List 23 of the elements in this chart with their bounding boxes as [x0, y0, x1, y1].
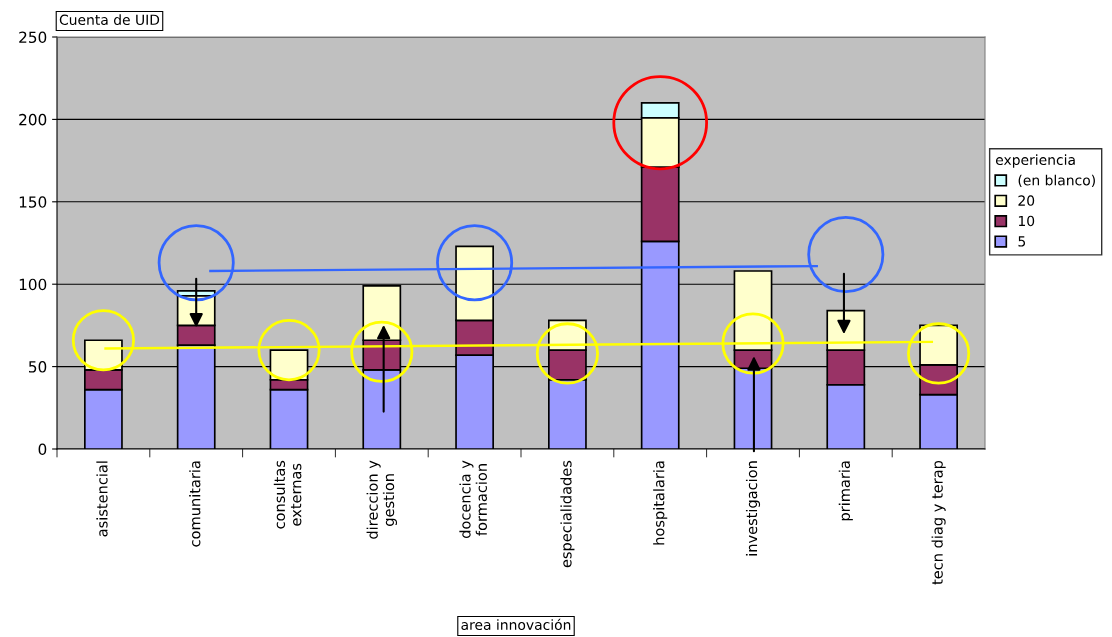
y-tick-label: 100: [19, 278, 47, 291]
y-axis-title: Cuenta de UID: [59, 14, 160, 26]
x-tick-label: hospitalaria: [653, 461, 668, 545]
y-tick-label: 200: [19, 113, 47, 126]
y-tick-label: 250: [19, 31, 47, 44]
legend-label: (en blanco): [1018, 174, 1095, 188]
x-tick-label: docencia y formacion: [459, 460, 487, 538]
legend-label: 20: [1018, 195, 1035, 206]
x-tick-label: direccion y gestion: [366, 460, 398, 539]
legend-label: 5: [1018, 236, 1026, 247]
y-tick-label: 50: [29, 361, 47, 373]
legend-title: experiencia: [995, 154, 1075, 168]
x-tick-label: investigacion: [745, 461, 761, 556]
y-tick-label: 0: [38, 443, 47, 456]
x-tick-label: primaria: [838, 461, 853, 521]
y-tick-label: 150: [19, 196, 47, 208]
x-tick-label: asistencial: [96, 461, 108, 537]
x-tick-label: especialidades: [560, 460, 575, 568]
x-tick-label: comunitaria: [189, 461, 201, 547]
x-axis-title: area innovación: [461, 618, 571, 631]
x-tick-label: tecn diag y terap: [931, 460, 946, 585]
legend-label: 10: [1018, 215, 1035, 227]
x-tick-label: consultas externas: [273, 460, 302, 529]
